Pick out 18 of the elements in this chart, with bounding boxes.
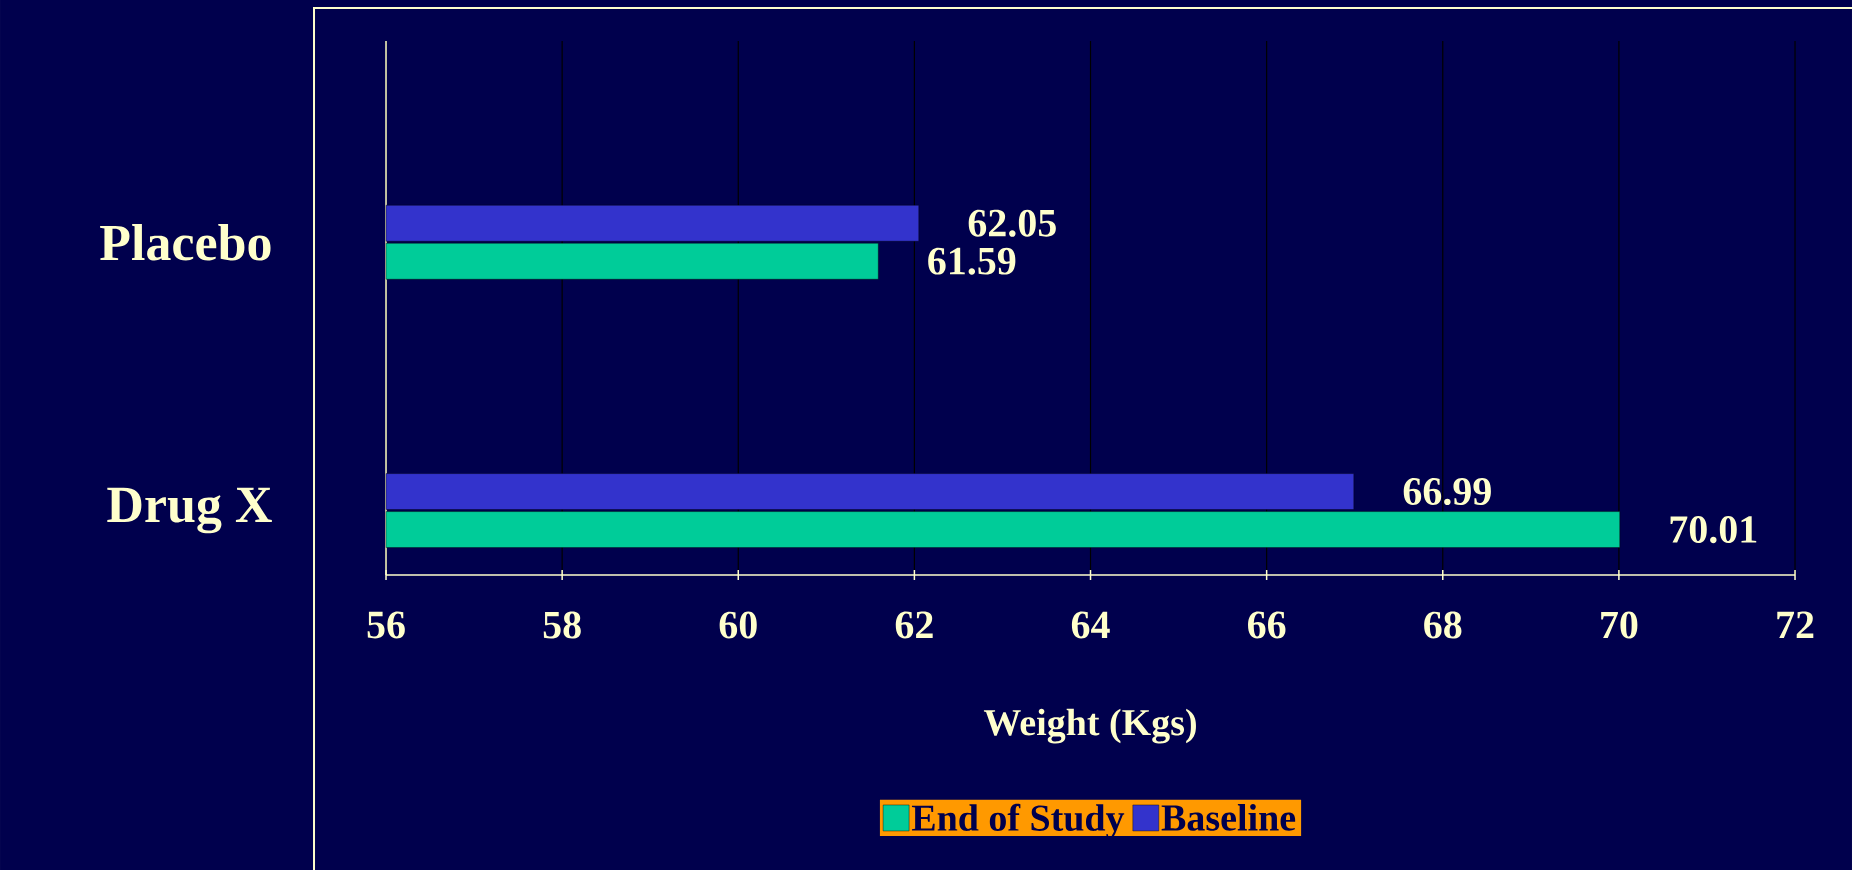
x-tick-label: 64 bbox=[1071, 611, 1110, 639]
x-tick-label: 56 bbox=[367, 611, 405, 639]
x-tick-label: 68 bbox=[1424, 611, 1462, 639]
x-tick-label: 72 bbox=[1777, 611, 1814, 638]
data-label: 61.59 bbox=[928, 247, 1016, 275]
x-tick-label: 58 bbox=[543, 611, 581, 639]
data-label: 66.99 bbox=[1403, 478, 1491, 506]
y-tick-label: Drug X bbox=[107, 487, 272, 534]
data-label: 70.01 bbox=[1670, 516, 1757, 544]
x-tick-label: 66 bbox=[1248, 611, 1286, 639]
x-tick-label: 60 bbox=[719, 611, 757, 639]
x-axis-title: Weight (Kgs) bbox=[983, 708, 1196, 744]
x-tick-label: 70 bbox=[1601, 611, 1638, 639]
legend-label: End of Study bbox=[911, 803, 1125, 839]
legend-label: Baseline bbox=[1161, 804, 1296, 831]
x-tick-label: 62 bbox=[895, 611, 933, 639]
y-tick-label: Placebo bbox=[100, 223, 271, 261]
data-label: 62.05 bbox=[968, 209, 1056, 237]
